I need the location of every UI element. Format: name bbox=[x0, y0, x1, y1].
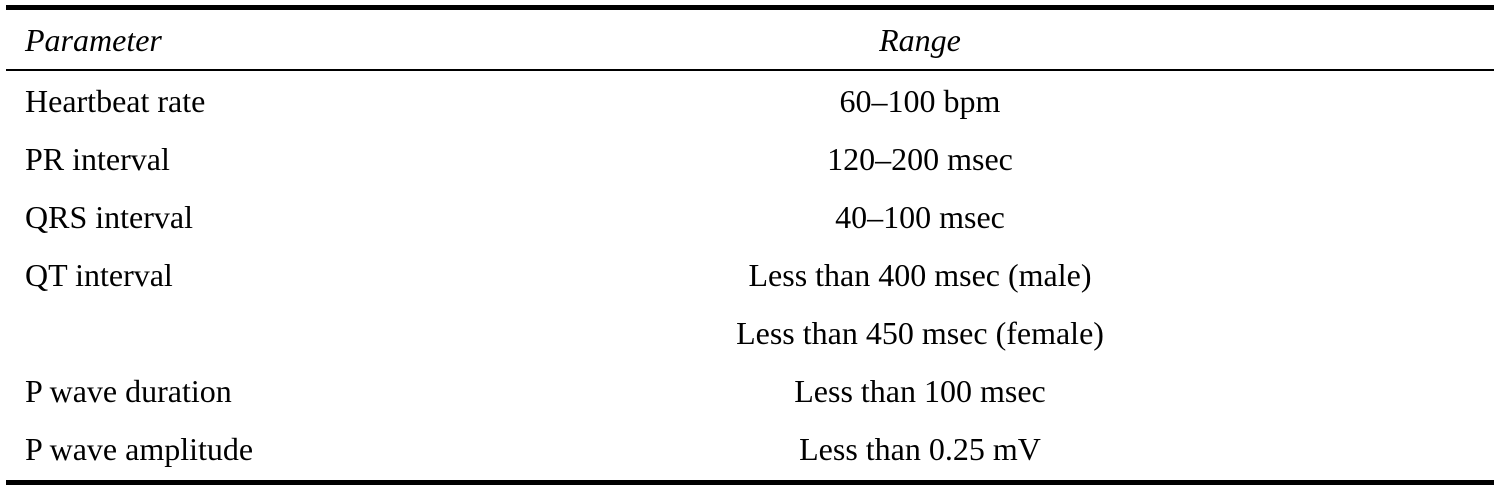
range-cell: 60–100 bpm bbox=[839, 83, 1001, 119]
header-cell: Parameter bbox=[25, 22, 162, 58]
parameter-cell: P wave amplitude bbox=[25, 431, 254, 467]
range-cell: Less than 450 msec (female) bbox=[736, 315, 1104, 351]
parameter-cell: QRS interval bbox=[25, 199, 193, 235]
header-rule bbox=[6, 69, 1494, 71]
range-cell: 40–100 msec bbox=[835, 199, 1005, 235]
top-rule bbox=[6, 5, 1494, 10]
header-cell: Range bbox=[879, 22, 961, 58]
bottom-rule bbox=[6, 480, 1494, 485]
parameter-cell: Heartbeat rate bbox=[25, 83, 206, 119]
parameter-cell: QT interval bbox=[25, 257, 173, 293]
parameter-cell: P wave duration bbox=[25, 373, 232, 409]
range-cell: Less than 0.25 mV bbox=[799, 431, 1041, 467]
range-cell: Less than 400 msec (male) bbox=[748, 257, 1092, 293]
parameter-cell: PR interval bbox=[25, 141, 170, 177]
range-cell: Less than 100 msec bbox=[794, 373, 1046, 409]
range-cell: 120–200 msec bbox=[827, 141, 1013, 177]
